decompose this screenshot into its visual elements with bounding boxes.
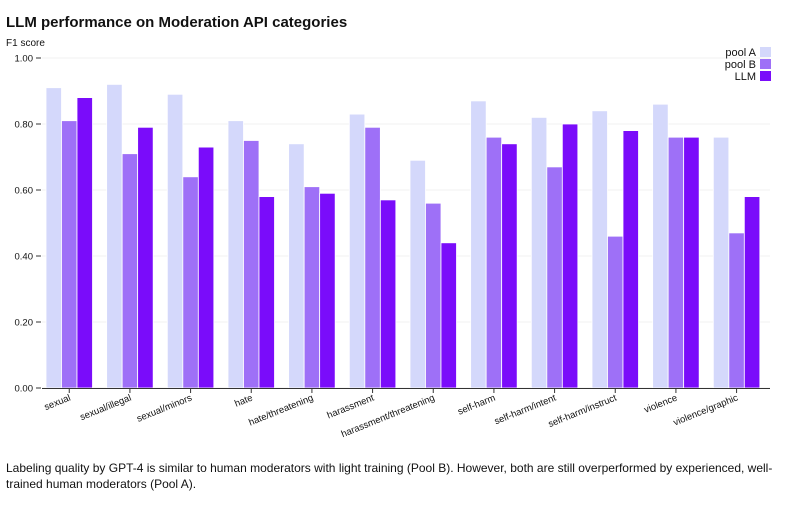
bar [440, 242, 457, 389]
bar [409, 159, 426, 389]
bar [652, 103, 669, 389]
y-tick-label: 0.40 [15, 252, 34, 263]
bar [728, 232, 745, 389]
bar [683, 136, 700, 389]
legend-label: pool B [725, 59, 756, 71]
bar [501, 143, 518, 389]
y-tick-label: 0.00 [15, 384, 34, 395]
legend-label: pool A [725, 47, 756, 59]
x-tick-label: self-harm/instruct [547, 392, 619, 430]
bar [227, 120, 244, 389]
x-tick-label: violence/graphic [672, 392, 740, 428]
bar [667, 136, 685, 389]
bar [319, 192, 336, 389]
x-tick-label: sexual/minors [135, 392, 194, 424]
bar [712, 136, 730, 389]
y-axis-label: F1 score [6, 38, 45, 49]
legend-swatch [760, 47, 771, 57]
chart-caption: Labeling quality by GPT-4 is similar to … [6, 461, 773, 491]
legend-label: LLM [735, 71, 756, 83]
bar [591, 110, 608, 389]
x-tick-label: harassment [326, 392, 376, 421]
bar [303, 186, 321, 389]
x-tick-label: hate/threatening [247, 393, 315, 429]
bar [106, 84, 123, 389]
bar [197, 146, 215, 389]
bar [607, 235, 624, 389]
bar [137, 126, 154, 389]
bar [121, 153, 139, 389]
legend-swatch [760, 71, 771, 81]
bar [348, 113, 366, 389]
x-tick-label: hate [233, 393, 254, 410]
bar [622, 130, 639, 389]
bar [425, 202, 442, 389]
bar [364, 126, 381, 389]
bar [530, 117, 548, 389]
chart-title: LLM performance on Moderation API catego… [6, 14, 348, 31]
bar [61, 120, 78, 389]
bar [258, 196, 275, 389]
bar [561, 123, 579, 389]
y-tick-label: 1.00 [15, 54, 34, 65]
bar [470, 100, 487, 389]
bar [288, 143, 305, 389]
y-tick-label: 0.20 [15, 318, 34, 329]
bar [182, 176, 199, 389]
bar [45, 87, 62, 389]
bar [76, 97, 93, 389]
bar [379, 199, 397, 389]
y-tick-label: 0.60 [15, 186, 34, 197]
bar [546, 166, 563, 389]
bar [743, 196, 761, 389]
bar [166, 93, 184, 389]
y-tick-label: 0.80 [15, 120, 34, 131]
x-tick-label: self-harm [456, 393, 497, 418]
x-tick-label: sexual/illegal [78, 393, 133, 424]
x-tick-label: violence [643, 393, 679, 416]
legend-swatch [760, 59, 771, 69]
bar [485, 136, 503, 389]
x-tick-label: sexual [43, 393, 73, 413]
bar [243, 140, 260, 389]
